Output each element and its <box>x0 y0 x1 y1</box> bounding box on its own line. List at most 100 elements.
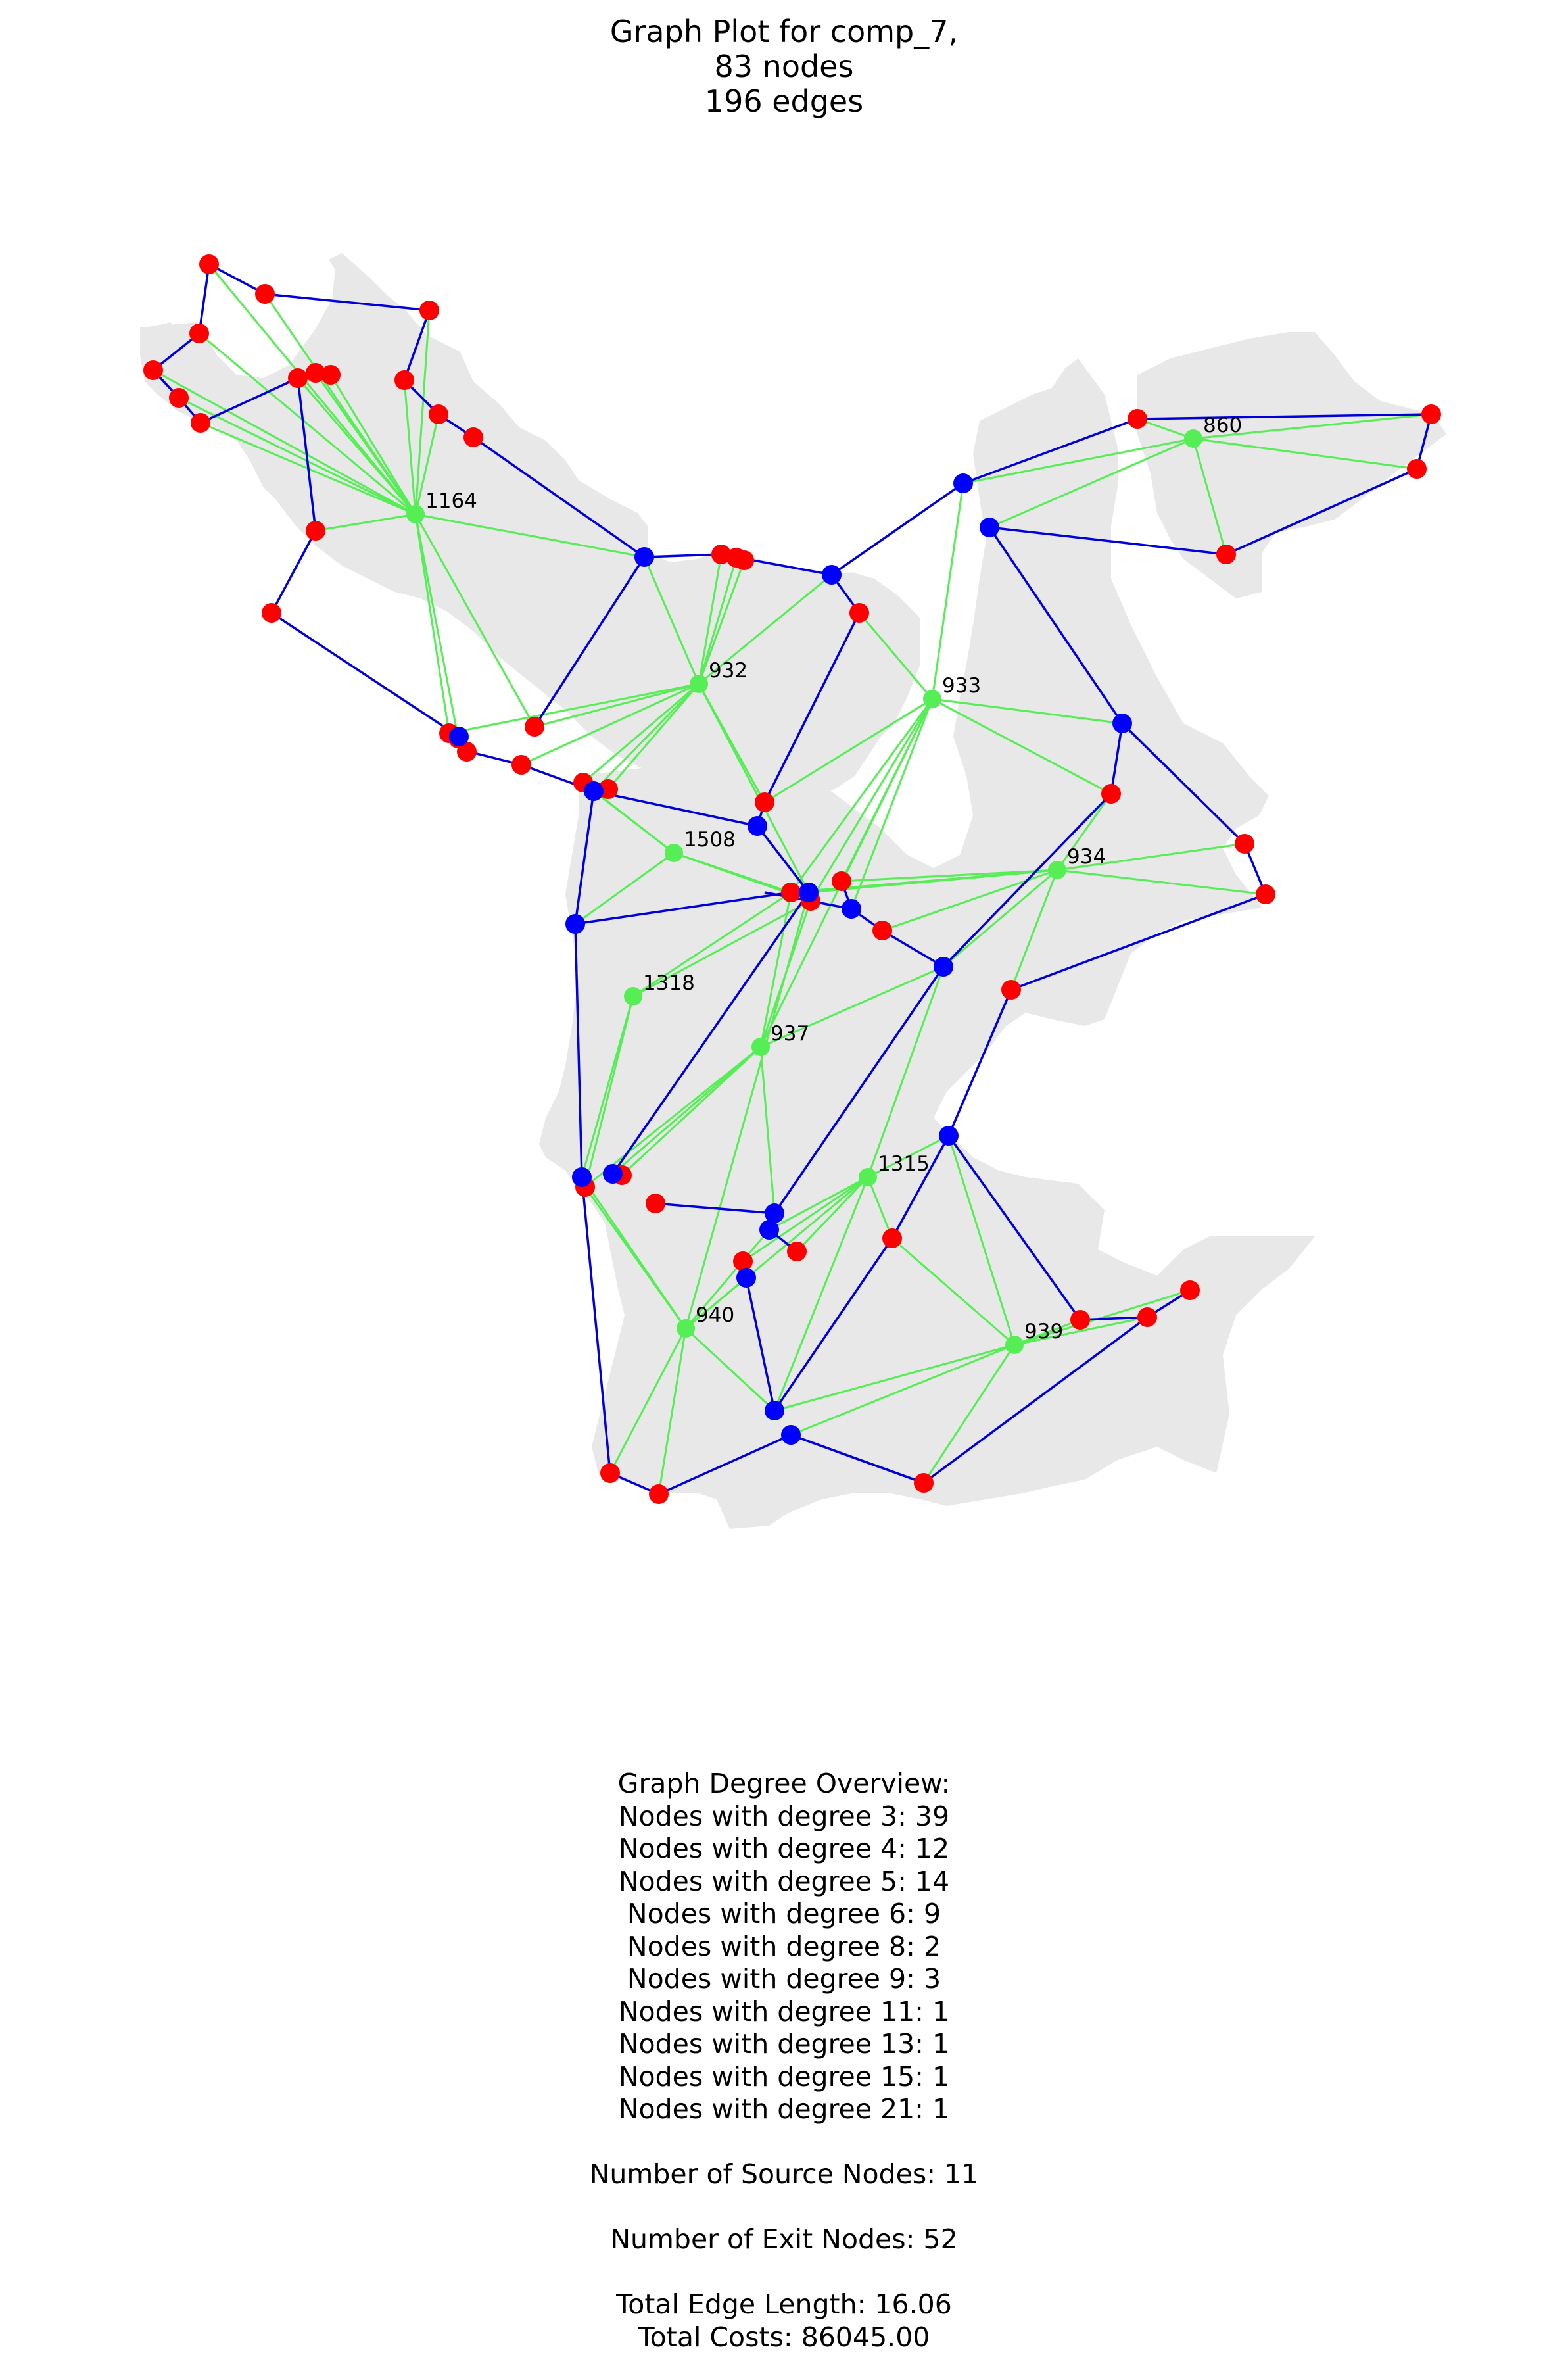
hub-edge <box>698 560 746 685</box>
tree-edge <box>208 263 266 295</box>
hub-edge <box>773 1176 869 1411</box>
source-node <box>565 914 585 934</box>
exit-node <box>734 550 754 570</box>
hub-edge <box>178 397 416 516</box>
hub-edge <box>582 683 700 784</box>
blank-line <box>0 2126 1568 2159</box>
hub-node <box>859 1168 877 1186</box>
hub-edge <box>632 891 792 998</box>
blank-line <box>0 2191 1568 2224</box>
hub-node <box>1005 1336 1024 1354</box>
hub-edge <box>867 1176 893 1239</box>
exit-node <box>463 427 483 447</box>
tree-edge <box>270 530 317 614</box>
hub-edge <box>403 379 417 515</box>
source-node <box>765 1401 784 1420</box>
tree-edge <box>611 892 810 1175</box>
hub-edge <box>414 310 431 515</box>
exit-count: Number of Exit Nodes: 52 <box>610 2223 958 2255</box>
source-node <box>748 816 767 836</box>
exit-node <box>394 370 414 390</box>
tree-edge <box>882 929 944 968</box>
degree-line: Nodes with degree 3: 39 <box>618 1800 950 1832</box>
hub-edge <box>684 1229 771 1329</box>
degree-line: Nodes with degree 11: 1 <box>618 1995 950 2027</box>
tree-edge <box>1121 722 1246 845</box>
title-line-1: Graph Plot for comp_7, <box>609 14 959 49</box>
source-node <box>759 1220 779 1240</box>
title-line-2: 83 nodes <box>714 49 854 84</box>
source-node <box>799 883 819 902</box>
hub-edge <box>208 264 417 515</box>
hub-edge <box>769 1176 868 1231</box>
hub-edge <box>796 1176 869 1253</box>
hub-node <box>923 690 941 708</box>
hub-edge <box>329 374 417 515</box>
hub-edge <box>534 683 700 728</box>
total-costs: Total Costs: 86045.00 <box>638 2321 930 2353</box>
tree-edge <box>756 825 810 894</box>
hub-node <box>406 505 425 523</box>
hub-edge <box>989 437 1194 529</box>
hub-edge <box>621 1046 762 1176</box>
exit-node <box>882 1228 902 1248</box>
hub-edge <box>698 573 832 685</box>
exit-node <box>849 603 869 623</box>
degree-line: Nodes with degree 9: 3 <box>627 1963 941 1995</box>
exit-node <box>191 413 210 433</box>
tree-edge <box>947 989 1012 1136</box>
exit-node <box>1256 884 1275 904</box>
degree-line: Nodes with degree 5: 14 <box>618 1865 950 1897</box>
exit-node <box>600 1463 620 1483</box>
exit-node <box>457 742 477 762</box>
exit-node <box>511 755 531 775</box>
exit-node <box>1180 1280 1200 1300</box>
source-node <box>572 1167 592 1187</box>
exit-node <box>169 388 189 408</box>
tree-edge <box>198 264 210 334</box>
degree-line: Nodes with degree 13: 1 <box>618 2028 950 2060</box>
hub-edge <box>1056 793 1112 871</box>
tree-edge <box>1225 468 1417 556</box>
degree-line: Nodes with degree 6: 9 <box>627 1898 941 1929</box>
hub-edge <box>808 869 1058 894</box>
tree-edge <box>297 377 317 531</box>
hub-labels: 860 1164 932 933 1508 934 1318 937 1315 940 939 <box>425 414 1242 1344</box>
degree-line: Nodes with degree 15: 1 <box>618 2060 950 2093</box>
source-node <box>980 518 999 537</box>
hub-edge <box>932 698 1123 725</box>
source-node <box>822 565 842 585</box>
exit-node <box>525 717 544 737</box>
region-shapes <box>140 253 1446 1529</box>
hub-edge <box>867 1134 949 1178</box>
hub-edge <box>1057 842 1245 871</box>
tree-edge <box>581 1176 611 1474</box>
exit-node <box>755 792 774 812</box>
hub-edge <box>698 554 723 685</box>
exit-node <box>1128 409 1147 429</box>
title-line-3: 196 edges <box>704 84 864 119</box>
hub-edge <box>609 1328 687 1474</box>
hub-edge <box>685 1276 747 1330</box>
hub-edge <box>448 683 700 735</box>
exit-node <box>199 254 219 274</box>
hub-label: 860 <box>1203 414 1242 437</box>
hub-edge <box>891 1237 1015 1346</box>
tree-edge <box>575 891 792 925</box>
source-node <box>934 957 953 977</box>
hub-edge <box>932 698 1112 795</box>
hub-edge <box>684 892 810 1329</box>
hub-edge <box>759 1046 776 1214</box>
hub-edge <box>684 1327 776 1412</box>
hub-edge <box>414 514 450 734</box>
exit-node <box>1070 1310 1090 1330</box>
hub-node <box>751 1038 770 1056</box>
exit-node <box>262 603 281 623</box>
hub-label: 937 <box>771 1022 809 1046</box>
source-node <box>736 1268 756 1288</box>
hub-edge <box>1014 1289 1191 1346</box>
hub-edge <box>584 1186 687 1329</box>
tree-edge <box>403 310 431 381</box>
hub-edge <box>414 414 440 515</box>
tree-edge <box>922 1316 1149 1484</box>
